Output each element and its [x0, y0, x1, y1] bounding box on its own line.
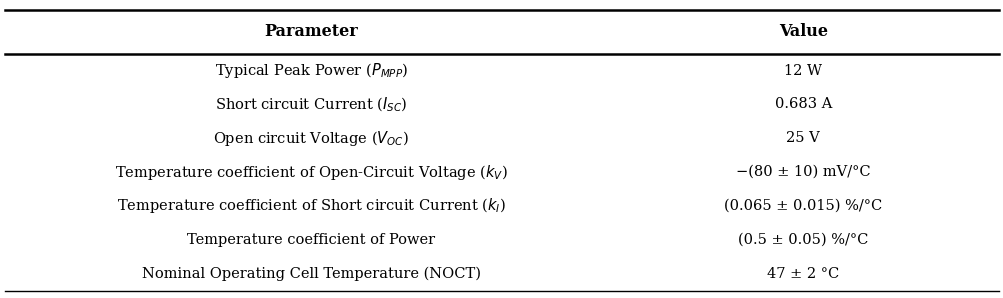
Text: −(80 ± 10) mV/°C: −(80 ± 10) mV/°C: [735, 165, 870, 179]
Text: Temperature coefficient of Open-Circuit Voltage ($k_V$): Temperature coefficient of Open-Circuit …: [114, 163, 508, 181]
Text: Short circuit Current ($I_{SC}$): Short circuit Current ($I_{SC}$): [215, 95, 407, 114]
Text: Typical Peak Power ($P_{MPP}$): Typical Peak Power ($P_{MPP}$): [215, 61, 407, 80]
Text: Temperature coefficient of Power: Temperature coefficient of Power: [187, 233, 435, 247]
Text: Value: Value: [778, 23, 826, 40]
Text: (0.5 ± 0.05) %/°C: (0.5 ± 0.05) %/°C: [737, 233, 868, 247]
Text: 12 W: 12 W: [783, 63, 821, 77]
Text: Parameter: Parameter: [264, 23, 358, 40]
Text: 47 ± 2 °C: 47 ± 2 °C: [766, 267, 839, 281]
Text: 25 V: 25 V: [785, 131, 819, 145]
Text: 0.683 A: 0.683 A: [773, 97, 831, 111]
Text: Temperature coefficient of Short circuit Current ($k_I$): Temperature coefficient of Short circuit…: [116, 196, 506, 215]
Text: Nominal Operating Cell Temperature (NOCT): Nominal Operating Cell Temperature (NOCT…: [141, 266, 480, 281]
Text: (0.065 ± 0.015) %/°C: (0.065 ± 0.015) %/°C: [723, 199, 882, 213]
Text: Open circuit Voltage ($V_{OC}$): Open circuit Voltage ($V_{OC}$): [213, 129, 409, 148]
